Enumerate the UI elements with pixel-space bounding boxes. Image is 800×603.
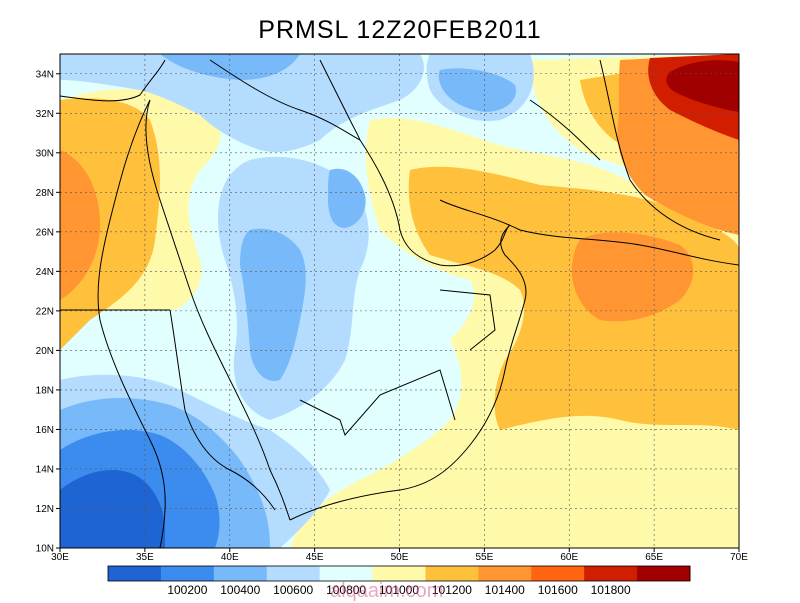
latitude-labels: 10N 12N 14N 16N 18N 20N 22N 24N 26N 28N 30N 32N 34N xyxy=(36,69,60,555)
longitude-label: 45E xyxy=(306,552,324,563)
colorbar-label: 101800 xyxy=(591,583,631,597)
colorbar-swatch xyxy=(425,566,479,581)
pressure-zone xyxy=(408,166,739,430)
longitude-label: 40E xyxy=(221,552,239,563)
pressure-zone xyxy=(666,60,739,112)
latitude-label: 30N xyxy=(36,148,54,159)
longitude-label: 50E xyxy=(391,552,409,563)
longitude-label: 60E xyxy=(560,552,578,563)
colorbar-swatch xyxy=(319,566,374,581)
pressure-zone xyxy=(240,228,306,381)
longitude-label: 30E xyxy=(51,552,69,563)
latitude-label: 18N xyxy=(36,385,54,396)
latitude-label: 22N xyxy=(36,306,54,317)
latitude-label: 32N xyxy=(36,109,54,120)
colorbar-swatch xyxy=(372,566,426,581)
latitude-label: 34N xyxy=(36,69,54,80)
longitude-label: 70E xyxy=(730,552,748,563)
latitude-label: 16N xyxy=(36,425,54,436)
pressure-zone xyxy=(328,168,366,228)
graticule xyxy=(60,54,739,548)
pressure-zone xyxy=(60,98,160,351)
colorbar-label: 100600 xyxy=(273,583,313,597)
latitude-label: 28N xyxy=(36,188,54,199)
colorbar-swatch xyxy=(584,566,638,581)
coastlines xyxy=(60,59,739,548)
longitude-label: 35E xyxy=(136,552,154,563)
longitude-labels: 30E 35E 40E 45E 50E 55E 60E 65E 70E xyxy=(51,548,748,563)
latitude-label: 10N xyxy=(36,544,54,555)
colorbar-label: 100200 xyxy=(167,583,207,597)
latitude-label: 14N xyxy=(36,464,54,475)
pressure-zone xyxy=(438,68,516,112)
longitude-label: 55E xyxy=(475,552,493,563)
longitude-label: 65E xyxy=(645,552,663,563)
colorbar-swatch xyxy=(213,566,268,581)
colorbar-label: 101600 xyxy=(538,583,578,597)
colorbar-label: 101200 xyxy=(432,583,472,597)
pressure-zone xyxy=(60,470,165,548)
colorbar-swatch xyxy=(531,566,585,581)
colorbar-swatch xyxy=(160,566,215,581)
latitude-label: 26N xyxy=(36,227,54,238)
latitude-label: 12N xyxy=(36,504,54,515)
pressure-zone xyxy=(60,54,424,152)
colorbar-swatch xyxy=(637,566,691,581)
pressure-zone xyxy=(571,232,694,322)
map-title: PRMSL 12Z20FEB2011 xyxy=(258,16,542,44)
colorbar-frame xyxy=(107,565,691,582)
colorbar-swatch xyxy=(108,566,162,581)
latitude-label: 24N xyxy=(36,267,54,278)
colorbar-label: 101000 xyxy=(379,583,419,597)
colorbar-label: 101400 xyxy=(485,583,525,597)
colorbar-label: 100800 xyxy=(326,583,366,597)
pressure-zone xyxy=(60,150,100,300)
colorbar-label: 100400 xyxy=(220,583,260,597)
colorbar-swatch xyxy=(478,566,532,581)
colorbar: 100200 100400 100600 100800 101000 101200 1014… xyxy=(107,565,691,597)
colorbar-swatch xyxy=(266,566,321,581)
watermark: alqaaim.com xyxy=(330,580,444,602)
latitude-label: 20N xyxy=(36,346,54,357)
